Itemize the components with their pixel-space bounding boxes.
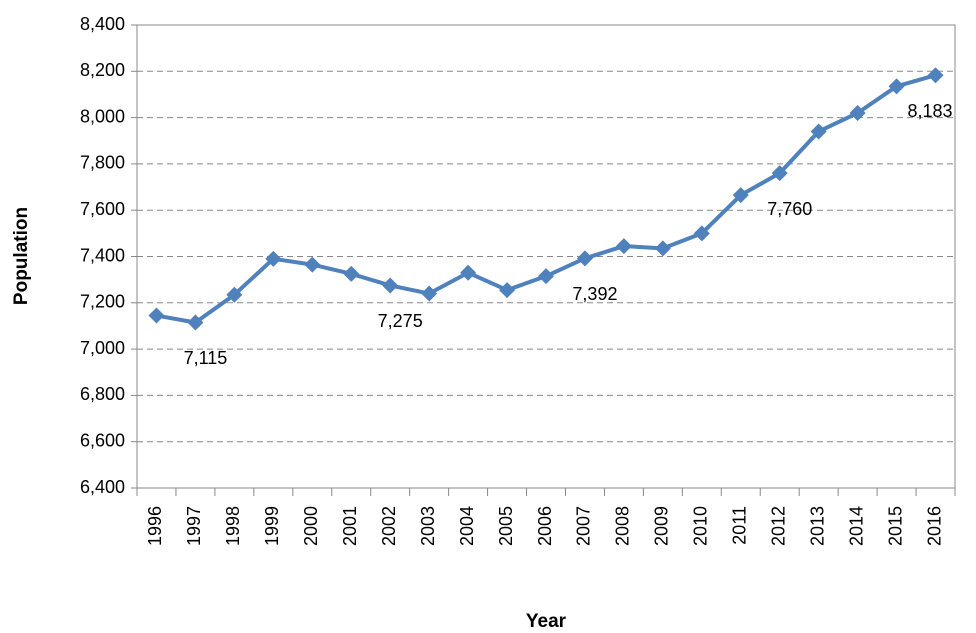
x-tick-label: 2010 xyxy=(691,506,711,546)
x-tick-label: 1997 xyxy=(184,506,204,546)
x-tick-label: 2004 xyxy=(457,506,477,546)
data-label: 7,760 xyxy=(767,199,812,219)
data-point xyxy=(615,238,632,255)
x-tick-label: 2012 xyxy=(768,506,788,546)
y-tick-label: 8,000 xyxy=(80,106,125,126)
x-tick-label: 2013 xyxy=(807,506,827,546)
data-point xyxy=(499,282,516,299)
data-point xyxy=(421,285,438,302)
series-line xyxy=(156,73,937,325)
y-tick-label: 8,200 xyxy=(80,60,125,80)
data-point xyxy=(226,286,243,303)
data-point xyxy=(265,250,282,267)
data-point xyxy=(460,264,477,281)
x-tick-label: 2009 xyxy=(652,506,672,546)
x-tick-label: 2001 xyxy=(340,506,360,546)
x-tick-label: 2000 xyxy=(301,506,321,546)
x-tick-label: 2014 xyxy=(846,506,866,546)
x-tick-label: 2015 xyxy=(885,506,905,546)
y-tick-label: 7,800 xyxy=(80,153,125,173)
x-tick-label: 2006 xyxy=(535,506,555,546)
data-point xyxy=(148,307,165,324)
data-point xyxy=(576,250,593,267)
data-point xyxy=(187,314,204,331)
data-label: 7,275 xyxy=(378,311,423,331)
x-tick-label: 1996 xyxy=(145,506,165,546)
x-tick-label: 2003 xyxy=(418,506,438,546)
x-tick-label: 2008 xyxy=(613,506,633,546)
y-tick-label: 8,400 xyxy=(80,14,125,34)
data-label: 7,115 xyxy=(184,348,228,368)
x-tick-label: 1998 xyxy=(223,506,243,546)
x-axis-title: Year xyxy=(526,611,567,632)
data-point xyxy=(888,78,905,95)
y-tick-label: 7,200 xyxy=(80,292,125,312)
data-point xyxy=(849,104,866,121)
x-tick-label: 2011 xyxy=(730,506,750,545)
x-tick-label: 2007 xyxy=(574,506,594,546)
data-point xyxy=(810,123,827,140)
data-label: 8,183 xyxy=(907,101,952,121)
y-axis-title: Population xyxy=(11,207,32,305)
plot-frame xyxy=(136,24,956,489)
data-label: 7,392 xyxy=(572,284,617,304)
data-point xyxy=(382,277,399,294)
x-tick-label: 2002 xyxy=(379,506,399,546)
data-point xyxy=(732,187,749,204)
y-tick-label: 6,800 xyxy=(80,384,125,404)
data-point xyxy=(538,268,554,285)
data-point xyxy=(771,165,788,182)
data-point xyxy=(693,225,710,242)
y-tick-label: 7,400 xyxy=(80,245,125,265)
y-tick-label: 7,600 xyxy=(80,199,125,219)
x-tick-label: 1999 xyxy=(262,506,282,546)
data-point xyxy=(927,67,944,84)
y-tick-label: 6,400 xyxy=(80,477,125,497)
data-point xyxy=(654,240,671,257)
x-tick-label: 2016 xyxy=(924,506,944,546)
x-tick-label: 2005 xyxy=(496,506,516,546)
data-point xyxy=(304,256,321,273)
data-point xyxy=(343,265,360,282)
y-tick-label: 6,600 xyxy=(80,430,125,450)
y-tick-label: 7,000 xyxy=(80,338,125,358)
